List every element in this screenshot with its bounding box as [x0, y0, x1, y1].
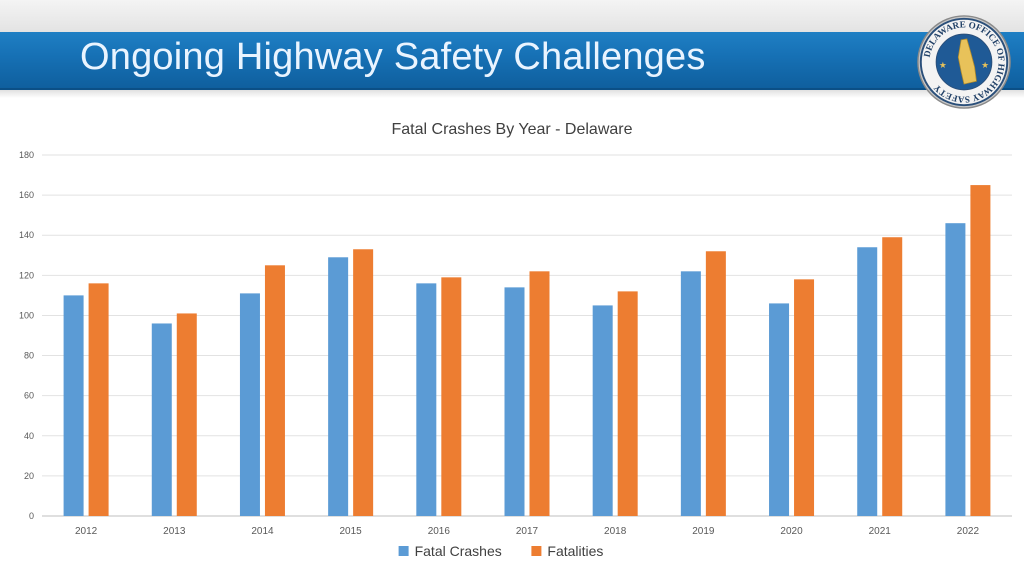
bars — [63, 185, 991, 517]
bar-fatalities-2021 — [882, 237, 903, 516]
bar-fatal-crashes-2018 — [592, 305, 613, 516]
x-tick-label: 2013 — [163, 526, 186, 537]
x-tick-label: 2022 — [957, 526, 980, 537]
bar-fatalities-2018 — [617, 291, 638, 516]
x-tick-label: 2021 — [869, 526, 892, 537]
slide-title: Ongoing Highway Safety Challenges — [80, 36, 706, 78]
bar-fatalities-2015 — [353, 249, 374, 516]
legend: Fatal Crashes Fatalities — [398, 543, 603, 559]
x-tick-label: 2012 — [75, 526, 98, 537]
gridlines — [42, 154, 1012, 517]
x-tick-label: 2020 — [780, 526, 803, 537]
legend-label: Fatalities — [547, 543, 603, 559]
bar-fatal-crashes-2021 — [857, 247, 878, 516]
y-tick-label: 80 — [24, 351, 34, 361]
legend-swatch — [398, 546, 409, 556]
svg-text:★: ★ — [939, 61, 947, 71]
bar-fatalities-2016 — [441, 277, 462, 516]
title-bar-shadow — [0, 90, 1024, 98]
x-tick-label: 2016 — [428, 526, 451, 537]
y-tick-label: 60 — [24, 391, 34, 401]
y-tick-label: 120 — [19, 270, 34, 280]
bar-fatal-crashes-2015 — [328, 257, 349, 516]
x-tick-label: 2018 — [604, 526, 627, 537]
bar-fatal-crashes-2017 — [504, 287, 525, 516]
bar-fatalities-2012 — [88, 283, 109, 516]
y-tick-label: 180 — [19, 150, 34, 160]
bar-fatalities-2019 — [705, 251, 726, 516]
y-tick-label: 0 — [29, 511, 34, 521]
y-tick-label: 100 — [19, 310, 34, 320]
bar-fatal-crashes-2020 — [769, 303, 790, 516]
y-tick-label: 40 — [24, 431, 34, 441]
bar-fatalities-2013 — [176, 313, 197, 516]
bar-fatalities-2017 — [529, 271, 550, 516]
svg-text:★: ★ — [981, 61, 989, 71]
bar-fatal-crashes-2022 — [945, 223, 966, 516]
bar-fatal-crashes-2013 — [151, 323, 172, 516]
y-tick-label: 20 — [24, 471, 34, 481]
x-axis-tick-labels: 2012 2013 2014 2015 2016 2017 2018 2019 2020 2021… — [75, 526, 980, 537]
bar-fatal-crashes-2019 — [680, 271, 701, 516]
x-tick-label: 2015 — [340, 526, 363, 537]
chart-title: Fatal Crashes By Year - Delaware — [391, 121, 633, 138]
bar-fatal-crashes-2016 — [416, 283, 437, 516]
legend-swatch — [531, 546, 542, 556]
bar-fatal-crashes-2012 — [63, 295, 84, 516]
delaware-office-of-highway-safety-seal-icon: DELAWARE OFFICE OF HIGHWAY SAFETY ★ ★ — [917, 15, 1011, 109]
y-axis-tick-labels: 0 20 40 60 80 100 120 140 160 180 — [19, 150, 34, 521]
bar-fatalities-2014 — [264, 265, 285, 516]
top-strip — [0, 0, 1024, 32]
legend-label: Fatal Crashes — [415, 543, 502, 559]
bar-fatal-crashes-2014 — [239, 293, 260, 516]
title-bar — [0, 32, 1024, 90]
x-tick-label: 2014 — [251, 526, 274, 537]
x-tick-label: 2017 — [516, 526, 539, 537]
y-tick-label: 140 — [19, 230, 34, 240]
bar-fatalities-2020 — [794, 279, 815, 516]
x-tick-label: 2019 — [692, 526, 715, 537]
bar-fatalities-2022 — [970, 185, 991, 517]
y-tick-label: 160 — [19, 190, 34, 200]
